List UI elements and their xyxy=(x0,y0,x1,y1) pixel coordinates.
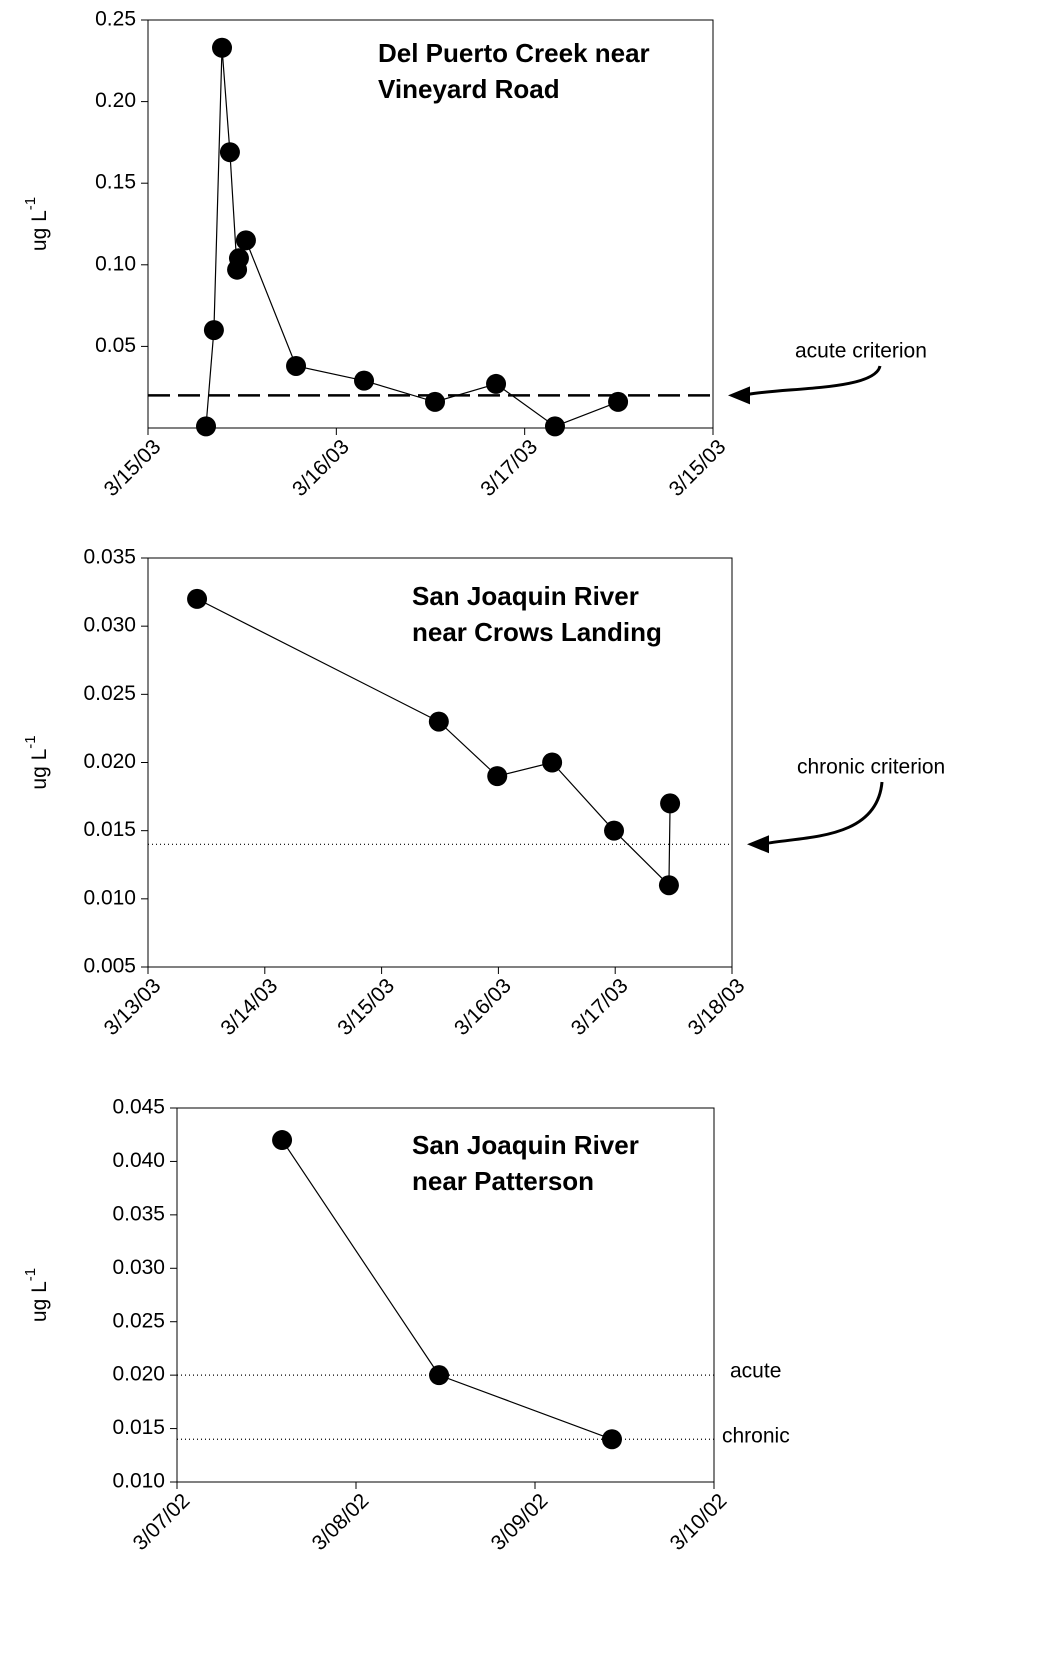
y-axis-label-text: ug L xyxy=(28,1281,51,1322)
data-point xyxy=(542,752,563,773)
data-point xyxy=(486,373,507,394)
y-tick-label: 0.015 xyxy=(83,818,136,841)
data-point xyxy=(608,391,629,412)
data-point xyxy=(203,320,224,341)
data-point xyxy=(658,875,679,896)
data-point xyxy=(604,820,625,841)
plot-frame xyxy=(176,1107,715,1483)
data-point xyxy=(544,416,565,437)
chart-title: near Crows Landing xyxy=(412,617,662,647)
y-tick-label: 0.010 xyxy=(112,1470,165,1493)
chart-title: Vineyard Road xyxy=(378,74,560,104)
data-point xyxy=(187,588,208,609)
data-point xyxy=(235,230,256,251)
data-point xyxy=(196,416,217,437)
y-tick-label: 0.030 xyxy=(112,1256,165,1279)
y-tick-label: 0.15 xyxy=(95,171,136,194)
reference-label: acute criterion xyxy=(795,340,927,363)
data-point xyxy=(272,1130,293,1151)
y-axis-label-superscript: -1 xyxy=(22,1268,39,1281)
data-point xyxy=(487,766,508,787)
data-point xyxy=(228,248,249,269)
chart-title: Del Puerto Creek near xyxy=(378,38,650,68)
chart-title: San Joaquin River xyxy=(412,1130,639,1160)
y-tick-label: 0.025 xyxy=(83,682,136,705)
y-tick-label: 0.05 xyxy=(95,334,136,357)
x-tick-label: 3/16/03 xyxy=(450,974,516,1040)
y-tick-label: 0.20 xyxy=(95,89,136,112)
x-tick-label: 3/10/02 xyxy=(666,1489,732,1555)
x-tick-label: 3/17/03 xyxy=(476,435,542,501)
x-tick-label: 3/09/02 xyxy=(487,1489,553,1555)
reference-label: acute xyxy=(730,1360,781,1383)
data-point xyxy=(425,391,446,412)
y-axis-label-superscript: -1 xyxy=(22,197,39,210)
reference-label: chronic criterion xyxy=(797,756,945,779)
plot-frame xyxy=(147,19,714,429)
data-point xyxy=(219,142,240,163)
data-point xyxy=(428,711,449,732)
reference-label: chronic xyxy=(722,1425,790,1448)
y-tick-label: 0.020 xyxy=(83,750,136,773)
y-axis-label: ug L-1 xyxy=(22,197,51,251)
y-tick-label: 0.015 xyxy=(112,1416,165,1439)
y-tick-label: 0.040 xyxy=(112,1149,165,1172)
y-axis-label: ug L-1 xyxy=(22,1268,51,1322)
chart-title: near Patterson xyxy=(412,1166,594,1196)
reference-arrow-head xyxy=(747,835,769,854)
data-point xyxy=(354,370,375,391)
y-axis-label-superscript: -1 xyxy=(22,735,39,748)
y-axis-label-text: ug L xyxy=(28,749,51,790)
y-tick-label: 0.020 xyxy=(112,1363,165,1386)
reference-arrow-head xyxy=(728,386,750,405)
y-tick-label: 0.005 xyxy=(83,955,136,978)
data-point xyxy=(601,1429,622,1450)
x-tick-label: 3/18/03 xyxy=(684,974,750,1040)
reference-arrow xyxy=(747,365,882,396)
y-tick-label: 0.010 xyxy=(83,886,136,909)
data-point xyxy=(212,37,233,58)
reference-arrow xyxy=(766,781,884,845)
y-axis-label: ug L-1 xyxy=(22,735,51,789)
y-axis-label-text: ug L xyxy=(28,210,51,251)
y-tick-label: 0.035 xyxy=(83,546,136,569)
x-tick-label: 3/14/03 xyxy=(216,974,282,1040)
data-point xyxy=(429,1365,450,1386)
chart-title: San Joaquin River xyxy=(412,581,639,611)
x-tick-label: 3/07/02 xyxy=(129,1489,195,1555)
y-tick-label: 0.025 xyxy=(112,1309,165,1332)
y-tick-label: 0.10 xyxy=(95,252,136,275)
data-point xyxy=(286,355,307,376)
y-tick-label: 0.030 xyxy=(83,614,136,637)
y-tick-label: 0.035 xyxy=(112,1202,165,1225)
data-point xyxy=(660,793,681,814)
y-tick-label: 0.25 xyxy=(95,8,136,31)
x-tick-label: 3/16/03 xyxy=(288,435,354,501)
x-tick-label: 3/17/03 xyxy=(567,974,633,1040)
x-tick-label: 3/15/03 xyxy=(665,435,731,501)
x-tick-label: 3/15/03 xyxy=(100,435,166,501)
y-tick-label: 0.045 xyxy=(112,1096,165,1119)
x-tick-label: 3/15/03 xyxy=(333,974,399,1040)
data-line xyxy=(205,47,619,428)
x-tick-label: 3/13/03 xyxy=(100,974,166,1040)
x-tick-label: 3/08/02 xyxy=(308,1489,374,1555)
